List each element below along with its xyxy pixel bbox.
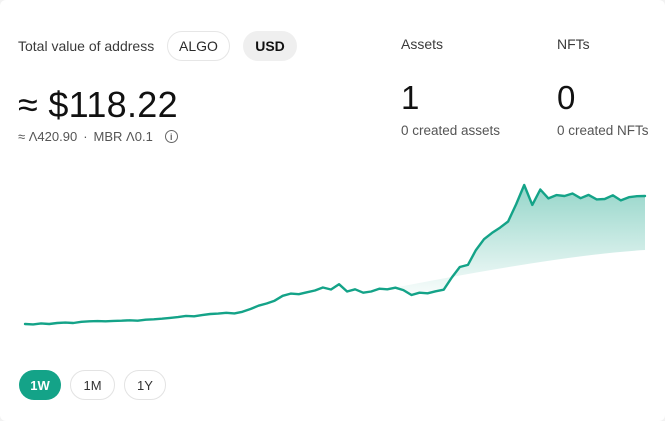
chart-area-fill	[379, 185, 645, 295]
range-1m-button[interactable]: 1M	[70, 370, 115, 400]
algo-amount: ≈ Ʌ420.90	[18, 129, 78, 144]
assets-title: Assets	[401, 36, 444, 52]
info-icon[interactable]: i	[164, 130, 178, 143]
nfts-count: 0	[557, 79, 576, 116]
currency-toggle-usd[interactable]: USD	[243, 31, 297, 61]
total-value-amount: ≈ $118.22	[18, 84, 178, 125]
nfts-title: NFTs	[557, 36, 590, 52]
range-1y-button[interactable]: 1Y	[124, 370, 166, 400]
chart-series-line	[23, 183, 647, 326]
value-history-chart	[23, 183, 647, 326]
nfts-created: 0 created NFTs	[557, 123, 649, 138]
assets-count: 1	[401, 79, 420, 116]
assets-created: 0 created assets	[401, 123, 501, 138]
value-breakdown: ≈ Ʌ420.90 · MBR Ʌ0.1 i	[18, 129, 178, 144]
total-value-label: Total value of address	[18, 38, 155, 54]
separator-dot: ·	[83, 129, 88, 144]
range-1w-button[interactable]: 1W	[19, 370, 61, 400]
mbr-value: MBR Ʌ0.1	[93, 129, 153, 144]
currency-toggle-algo[interactable]: ALGO	[167, 31, 230, 61]
